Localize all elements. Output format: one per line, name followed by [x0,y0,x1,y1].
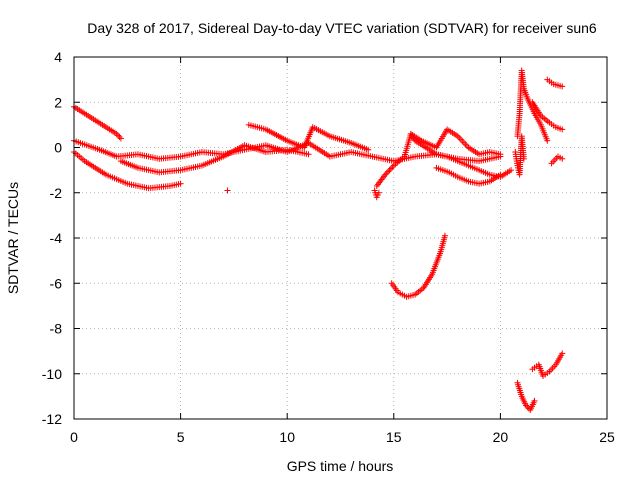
grid [74,57,607,419]
x-tick-label: 5 [177,429,185,445]
y-tick-label: -6 [50,275,63,291]
y-tick-label: -12 [42,411,62,427]
data-point [520,155,527,162]
trace-marker [115,132,122,139]
data-point [365,146,372,153]
chart-title: Day 328 of 2017, Sidereal Day-to-day VTE… [87,20,597,36]
y-tick-label: -8 [50,321,63,337]
series-track-n [512,133,527,178]
trace-marker [386,167,393,174]
x-tick-label: 20 [493,429,509,445]
y-tick-label: 2 [54,94,62,110]
series-track-q [548,153,566,167]
series-track-g [371,187,382,201]
x-tick-label: 15 [386,429,402,445]
data-point [497,151,504,158]
trace-marker [383,170,390,177]
x-tick-label: 25 [599,429,615,445]
data-point [508,167,515,174]
series-track-b [71,149,184,192]
data-point [559,350,566,357]
data-point [117,135,124,142]
data-point [531,397,538,404]
series-track-e [245,121,372,153]
series-track-i [433,164,504,187]
x-tick-label: 0 [70,429,78,445]
data-point [559,83,566,90]
y-tick-label: -2 [50,185,63,201]
series-track-k [514,379,538,413]
x-tick-label: 10 [279,429,295,445]
data-point [544,137,551,144]
y-axis-label: SDTVAR / TECUs [5,182,21,294]
y-tick-label: -4 [50,230,63,246]
series-track-j [388,232,448,300]
trace-marker [389,164,396,171]
plot-frame [73,56,608,420]
data-point [441,232,448,239]
x-axis-label: GPS time / hours [287,458,394,474]
y-tick-label: 4 [54,49,62,65]
series-track-c [71,137,504,165]
data-points [71,67,566,413]
axis-ticks: 0 5 10 15 20 25 -12 -10 -8 -6 -4 -2 0 2 4 [42,49,615,445]
series-track-o [544,76,566,90]
y-tick-label: 0 [54,140,62,156]
trace-marker [387,165,394,172]
data-point [305,151,312,158]
y-tick-label: -10 [42,366,62,382]
series-track-a [71,103,124,142]
data-point [559,155,566,162]
series-track-l [529,350,566,380]
series-track-p [529,99,566,133]
trace-marker [385,168,392,175]
data-point [224,187,231,194]
data-point [375,189,382,196]
data-point [559,126,566,133]
data-point [497,171,504,178]
series-track-m [514,67,551,144]
series-track-r [224,187,231,194]
data-point [177,180,184,187]
trace-marker [116,133,123,140]
series-track-d [117,142,312,176]
